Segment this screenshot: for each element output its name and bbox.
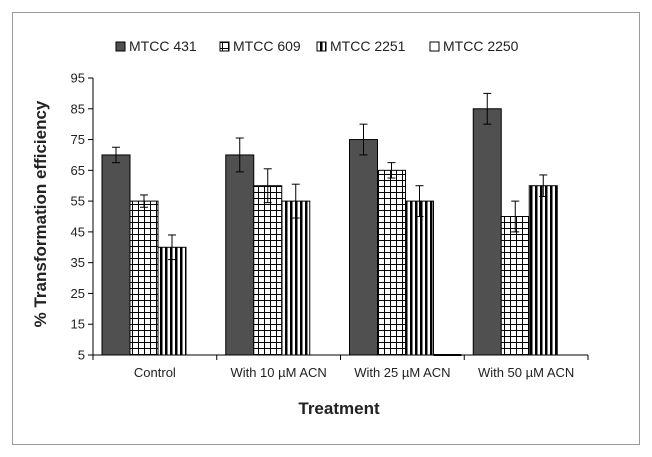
bar — [101, 154, 131, 356]
bar — [349, 139, 378, 356]
bar — [405, 200, 434, 356]
bar — [225, 154, 255, 356]
bar — [528, 185, 558, 356]
legend-label: MTCC 2250 — [443, 38, 519, 54]
legend-label: MTCC 2251 — [330, 38, 406, 54]
legend-swatch — [219, 41, 230, 52]
y-tick-label: 85 — [71, 101, 85, 116]
y-tick-label: 15 — [71, 317, 85, 332]
x-axis-title: Treatment — [298, 399, 380, 418]
bar — [281, 200, 311, 356]
bar — [157, 246, 187, 356]
bar — [129, 200, 159, 356]
legend-swatch — [115, 41, 126, 52]
y-tick-label: 65 — [71, 163, 85, 178]
y-axis-title: % Transformation efficiency — [31, 100, 50, 327]
y-tick-label: 25 — [71, 286, 85, 301]
y-tick-label: 35 — [71, 255, 85, 270]
legend-label: MTCC 609 — [233, 38, 301, 54]
bars — [101, 92, 558, 356]
x-tick-label: With 50 µM ACN — [478, 365, 574, 380]
legend-swatch — [429, 41, 440, 52]
bar — [253, 185, 283, 356]
bar — [472, 108, 502, 356]
y-tick-label: 75 — [71, 132, 85, 147]
y-tick-label: 5 — [78, 348, 85, 363]
legend-label: MTCC 431 — [129, 38, 197, 54]
x-tick-label: Control — [134, 365, 176, 380]
x-tick-label: With 25 µM ACN — [354, 365, 450, 380]
y-tick-label: 55 — [71, 194, 85, 209]
bar — [500, 216, 530, 356]
x-tick-label: With 10 µM ACN — [230, 365, 326, 380]
legend: MTCC 431 MTCC 609 MTCC 2251 MTCC 2250 — [115, 38, 519, 54]
bar — [377, 169, 406, 356]
y-tick-label: 95 — [71, 71, 85, 86]
legend-swatch — [316, 41, 327, 52]
y-tick-label: 45 — [71, 224, 85, 239]
